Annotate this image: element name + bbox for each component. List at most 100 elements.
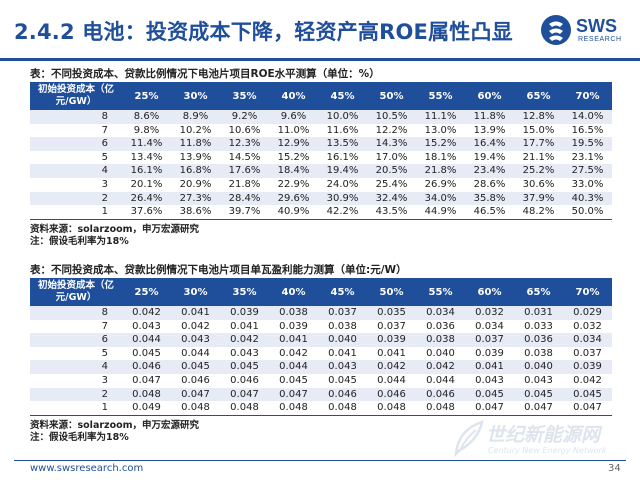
watermark-leaf-icon — [454, 420, 484, 458]
roe-table-value-cell: 37.6% — [122, 205, 171, 220]
roe-table-value-cell: 16.5% — [563, 123, 612, 138]
profit-table-value-cell: 0.041 — [269, 333, 318, 347]
roe-table-corner-header: 初始投资成本（亿元/GW） — [30, 82, 122, 110]
roe-table-row: 2 26.4% 27.3% 28.4% 29.6% 30.9% 32.4% 34.0% 35.8… — [30, 191, 612, 206]
profit-table-value-cell: 0.040 — [514, 360, 563, 374]
profit-table-value-cell: 0.047 — [122, 373, 171, 388]
profit-table-value-cell: 0.041 — [171, 306, 220, 320]
roe-table-value-cell: 35.8% — [465, 191, 514, 206]
roe-table-col-header: 25% — [122, 82, 171, 110]
roe-table-value-cell: 17.7% — [514, 137, 563, 151]
roe-table-value-cell: 23.4% — [465, 164, 514, 178]
profit-table: 初始投资成本（亿元/GW） 25% 30% 35% 40% 45% 50% 55… — [30, 278, 612, 416]
profit-table-cost-cell: 3 — [30, 373, 122, 388]
roe-table: 初始投资成本（亿元/GW） 25% 30% 35% 40% 45% 50% 55… — [30, 82, 612, 220]
roe-table-col-header: 55% — [416, 82, 465, 110]
watermark: 世纪新能源网 Century New Energy Network — [452, 418, 638, 462]
roe-table-value-cell: 30.9% — [318, 191, 367, 206]
profit-table-value-cell: 0.034 — [465, 319, 514, 334]
roe-table-value-cell: 9.8% — [122, 123, 171, 138]
roe-table-value-cell: 23.1% — [563, 150, 612, 165]
profit-table-row: 5 0.045 0.044 0.043 0.042 0.041 0.041 0.040 0.03… — [30, 346, 612, 361]
profit-table-value-cell: 0.048 — [122, 387, 171, 402]
roe-table-value-cell: 25.2% — [514, 164, 563, 178]
roe-table-cost-cell: 4 — [30, 164, 122, 178]
profit-table-cost-cell: 5 — [30, 346, 122, 361]
roe-table-value-cell: 17.0% — [367, 150, 416, 165]
profit-table-value-cell: 0.049 — [122, 401, 171, 416]
roe-table-value-cell: 48.2% — [514, 205, 563, 220]
roe-table-row: 7 9.8% 10.2% 10.6% 11.0% 11.6% 12.2% 13.0% 13.9%… — [30, 123, 612, 138]
roe-table-col-header: 35% — [220, 82, 269, 110]
roe-table-value-cell: 33.0% — [563, 177, 612, 192]
roe-table-value-cell: 19.4% — [318, 164, 367, 178]
roe-table-note: 注：假设毛利率为18% — [30, 235, 129, 247]
profit-table-value-cell: 0.039 — [269, 319, 318, 334]
roe-table-value-cell: 26.9% — [416, 177, 465, 192]
profit-table-value-cell: 0.036 — [416, 319, 465, 334]
profit-table-value-cell: 0.046 — [220, 373, 269, 388]
roe-table-value-cell: 11.0% — [269, 123, 318, 138]
profit-table-value-cell: 0.048 — [318, 401, 367, 416]
logo-name: SWS — [576, 16, 618, 36]
profit-table-value-cell: 0.041 — [367, 346, 416, 361]
profit-table-cost-cell: 2 — [30, 387, 122, 402]
roe-table-col-header: 45% — [318, 82, 367, 110]
roe-table-value-cell: 27.5% — [563, 164, 612, 178]
profit-table-value-cell: 0.038 — [514, 346, 563, 361]
profit-table-value-cell: 0.042 — [367, 360, 416, 374]
roe-table-row: 5 13.4% 13.9% 14.5% 15.2% 16.1% 17.0% 18.1% 19.4… — [30, 150, 612, 165]
roe-table-value-cell: 29.6% — [269, 191, 318, 206]
profit-table-value-cell: 0.045 — [514, 387, 563, 402]
roe-table-value-cell: 13.5% — [318, 137, 367, 151]
title-bar: 2.4.2 电池：投资成本下降，轻资产高ROE属性凸显 SWS RESEARCH — [0, 0, 640, 66]
profit-table-value-cell: 0.042 — [220, 333, 269, 347]
roe-table-value-cell: 40.9% — [269, 205, 318, 220]
page-title: 2.4.2 电池：投资成本下降，轻资产高ROE属性凸显 — [14, 20, 513, 44]
roe-table-value-cell: 21.8% — [416, 164, 465, 178]
roe-table-value-cell: 19.4% — [465, 150, 514, 165]
profit-table-value-cell: 0.038 — [318, 319, 367, 334]
roe-table-value-cell: 8.9% — [171, 110, 220, 124]
profit-table-cost-cell: 4 — [30, 360, 122, 374]
profit-table-value-cell: 0.041 — [318, 346, 367, 361]
roe-table-cost-cell: 2 — [30, 191, 122, 206]
profit-table-row: 1 0.049 0.048 0.048 0.048 0.048 0.048 0.048 0.04… — [30, 401, 612, 416]
profit-table-value-cell: 0.042 — [563, 373, 612, 388]
roe-table-value-cell: 10.0% — [318, 110, 367, 124]
page-number: 34 — [608, 463, 621, 474]
profit-table-value-cell: 0.044 — [269, 360, 318, 374]
roe-table-cost-cell: 3 — [30, 177, 122, 192]
profit-table-note: 注：假设毛利率为18% — [30, 431, 129, 443]
roe-table-value-cell: 30.6% — [514, 177, 563, 192]
profit-table-cost-cell: 8 — [30, 306, 122, 320]
roe-table-value-cell: 13.4% — [122, 150, 171, 165]
roe-table-value-cell: 46.5% — [465, 205, 514, 220]
profit-table-row: 7 0.043 0.042 0.041 0.039 0.038 0.037 0.036 0.03… — [30, 319, 612, 334]
roe-table-value-cell: 8.6% — [122, 110, 171, 124]
sws-logo: SWS RESEARCH — [540, 14, 636, 48]
roe-table-cost-cell: 1 — [30, 205, 122, 220]
roe-table-value-cell: 17.6% — [220, 164, 269, 178]
profit-table-row: 2 0.048 0.047 0.047 0.047 0.046 0.046 0.046 0.04… — [30, 387, 612, 402]
roe-table-value-cell: 12.9% — [269, 137, 318, 151]
roe-table-col-header: 60% — [465, 82, 514, 110]
profit-table-value-cell: 0.045 — [269, 373, 318, 388]
profit-table-corner-header: 初始投资成本（亿元/GW） — [30, 278, 122, 306]
roe-table-value-cell: 20.5% — [367, 164, 416, 178]
roe-table-row: 4 16.1% 16.8% 17.6% 18.4% 19.4% 20.5% 21.8% 23.4… — [30, 164, 612, 178]
profit-table-value-cell: 0.045 — [122, 346, 171, 361]
profit-table-col-header: 70% — [563, 278, 612, 306]
roe-table-value-cell: 22.9% — [269, 177, 318, 192]
roe-table-value-cell: 43.5% — [367, 205, 416, 220]
profit-table-value-cell: 0.038 — [269, 306, 318, 320]
profit-table-value-cell: 0.043 — [465, 373, 514, 388]
profit-table-value-cell: 0.043 — [220, 346, 269, 361]
profit-table-col-header: 55% — [416, 278, 465, 306]
profit-table-value-cell: 0.039 — [465, 346, 514, 361]
profit-table-value-cell: 0.048 — [416, 401, 465, 416]
profit-table-value-cell: 0.045 — [318, 373, 367, 388]
roe-table-value-cell: 16.4% — [465, 137, 514, 151]
profit-table-col-header: 40% — [269, 278, 318, 306]
roe-table-value-cell: 28.4% — [220, 191, 269, 206]
